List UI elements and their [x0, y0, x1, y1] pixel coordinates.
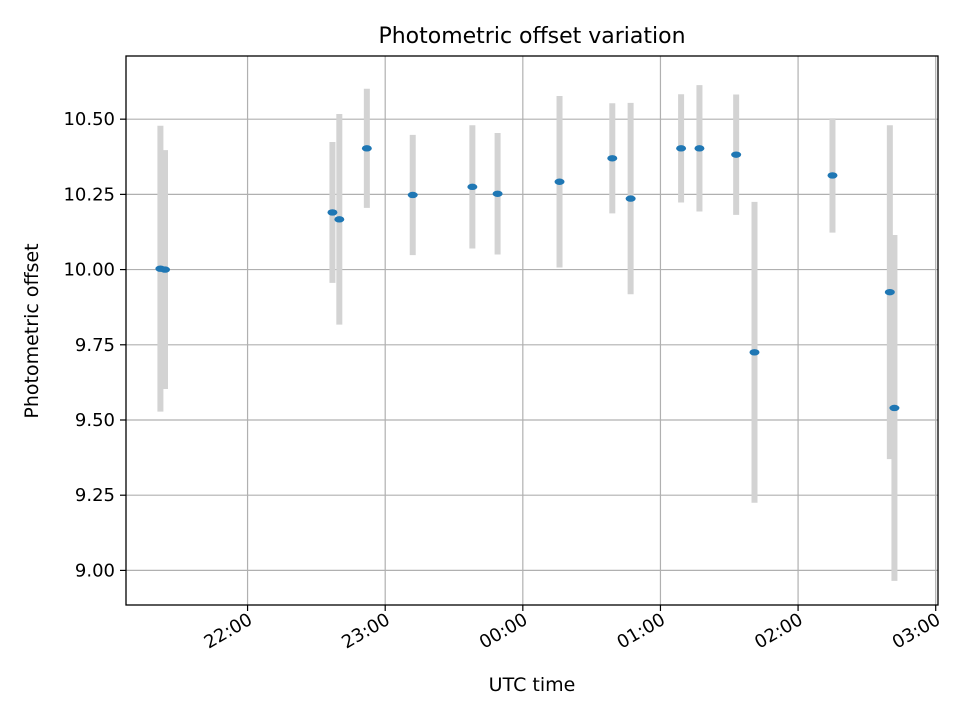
- y-tick-label: 10.50: [63, 109, 115, 130]
- y-tick-label: 10.00: [63, 260, 115, 281]
- plot-area-frame: [125, 55, 939, 606]
- data-points: [155, 145, 900, 412]
- data-point: [749, 349, 760, 356]
- data-point: [731, 151, 742, 158]
- data-point: [889, 404, 900, 412]
- y-axis-label: Photometric offset: [21, 243, 43, 418]
- data-point: [607, 155, 618, 162]
- y-tick-label: 9.75: [75, 335, 115, 356]
- x-axis-label: UTC time: [489, 674, 576, 696]
- data-point: [467, 183, 478, 191]
- y-tick-label: 9.25: [75, 485, 115, 506]
- data-point: [492, 190, 503, 197]
- chart-title: Photometric offset variation: [378, 24, 685, 49]
- data-point: [694, 145, 705, 152]
- data-point: [625, 195, 636, 202]
- data-point: [407, 191, 418, 199]
- data-point: [676, 145, 687, 152]
- data-point: [554, 178, 565, 185]
- data-point: [159, 266, 170, 273]
- grid: [126, 56, 938, 605]
- data-point: [884, 288, 895, 296]
- data-point: [327, 209, 338, 216]
- data-point: [361, 145, 372, 152]
- data-point: [334, 216, 345, 223]
- y-tick-label: 10.25: [63, 184, 115, 205]
- y-tick-label: 9.00: [75, 560, 115, 581]
- y-tick-label: 9.50: [75, 410, 115, 431]
- data-point: [827, 172, 838, 179]
